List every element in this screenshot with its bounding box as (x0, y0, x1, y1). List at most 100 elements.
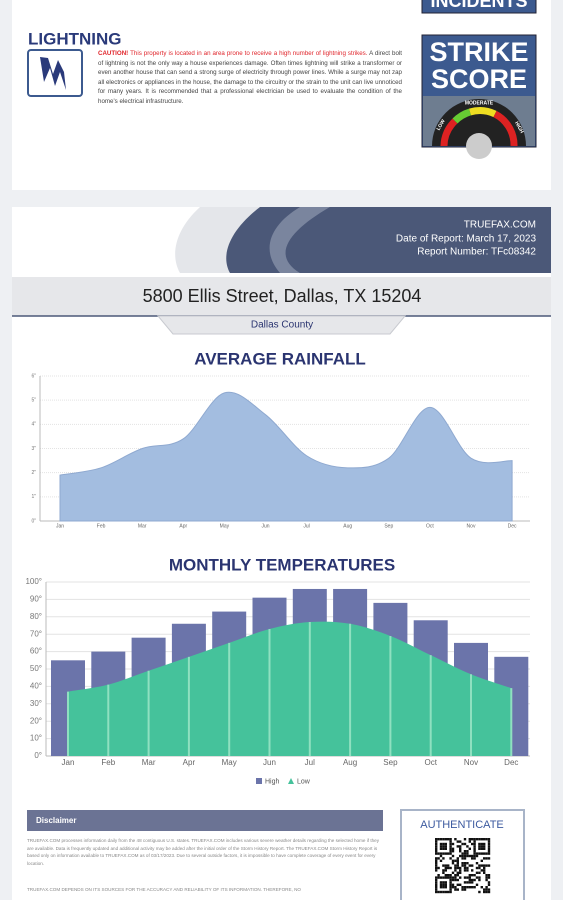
qr-cell (471, 874, 474, 877)
qr-cell (449, 852, 452, 855)
gauge-arc (493, 110, 518, 147)
qr-cell (435, 864, 438, 867)
qr-cell (463, 876, 467, 879)
x-tick-label: Feb (101, 758, 115, 767)
y-tick-label: 40° (30, 682, 42, 691)
qr-cell (435, 845, 438, 848)
incidents-heading: INCIDENTS (430, 0, 527, 11)
qr-cell (454, 874, 457, 877)
qr-cell (456, 866, 459, 870)
qr-cell (451, 842, 455, 846)
qr-cell (435, 888, 438, 891)
county-tab (156, 315, 407, 335)
badge-line2: SCORE (431, 64, 527, 94)
qr-cell (459, 850, 462, 853)
qr-cell (451, 886, 455, 889)
qr-cell (451, 847, 455, 850)
y-tick-label: 0° (34, 751, 42, 760)
address-bar (12, 277, 551, 316)
qr-cell (466, 869, 469, 872)
qr-cell (444, 842, 447, 846)
x-tick-label: Dec (504, 758, 518, 767)
qr-cell (471, 886, 474, 889)
qr-cell (459, 847, 462, 850)
qr-cell (456, 874, 459, 877)
y-tick-label: 0" (31, 518, 36, 524)
qr-cell (435, 866, 438, 870)
qr-cell (435, 881, 438, 884)
qr-cell (456, 840, 459, 843)
qr-cell (439, 842, 443, 846)
qr-cell (439, 852, 443, 855)
qr-cell (451, 876, 455, 879)
qr-cell (444, 876, 447, 879)
qr-cell (454, 869, 457, 872)
qr-cell (449, 890, 452, 894)
qr-cell (435, 878, 438, 882)
qr-cell (463, 881, 467, 884)
qr-cell (478, 876, 481, 879)
x-tick-label: Jan (56, 523, 64, 529)
qr-cell (487, 883, 491, 886)
qr-cell (447, 876, 450, 879)
qr-cell (437, 890, 440, 894)
qr-cell (487, 852, 491, 855)
qr-cell (487, 888, 491, 891)
qr-cell (449, 883, 452, 886)
disclaimer-text: TRUEFAX.COM DEPENDS ON ITS SOURCES FOR T… (27, 887, 301, 892)
qr-cell (487, 840, 491, 843)
qr-cell (487, 847, 491, 850)
qr-cell (442, 869, 445, 872)
qr-cell (466, 866, 469, 870)
qr-cell (439, 847, 443, 850)
x-tick-label: Oct (426, 523, 434, 529)
qr-cell (463, 888, 467, 891)
qr-cell (473, 878, 476, 882)
swoosh (230, 207, 330, 273)
qr-cell (463, 838, 467, 841)
qr-cell (435, 883, 438, 886)
qr-cell (444, 838, 447, 841)
qr-cell (485, 888, 488, 891)
qr-cell (435, 852, 438, 855)
qr-cell (439, 881, 443, 884)
qr-cell (483, 871, 486, 874)
qr-cell (451, 862, 455, 865)
incidents-badge (421, 0, 537, 14)
qr-cell (449, 840, 452, 843)
gauge-level: LOW (436, 118, 447, 131)
qr-cell (454, 888, 457, 891)
qr-cell (459, 876, 462, 879)
qr-cell (473, 840, 476, 843)
y-tick-label: 70° (30, 629, 42, 638)
qr-cell (485, 852, 488, 855)
qr-cell (435, 850, 438, 853)
qr-cell (473, 838, 476, 841)
qr-cell (463, 854, 467, 858)
qr-cell (435, 840, 438, 843)
qr-cell (451, 850, 455, 853)
qr-cell (480, 886, 483, 889)
qr-cell (483, 852, 486, 855)
bolt-icon (40, 57, 66, 90)
qr-cell (437, 852, 440, 855)
qr-cell (444, 847, 447, 850)
qr-cell (480, 838, 483, 841)
area (59, 391, 513, 522)
x-tick-label: Nov (467, 523, 476, 529)
qr-cell (480, 842, 483, 846)
qr-cell (480, 847, 483, 850)
qr-cell (478, 842, 481, 846)
x-tick-label: Dec (508, 523, 517, 529)
qr-cell (447, 890, 450, 894)
x-tick-label: Apr (179, 523, 187, 529)
qr-cell (449, 878, 452, 882)
qr-cell (483, 842, 486, 846)
qr-cell (463, 866, 467, 870)
qr-cell (483, 845, 486, 848)
lightning-body: A direct bolt of lightning is not the on… (98, 50, 402, 105)
qr-cell (480, 864, 483, 867)
qr-cell (487, 881, 491, 884)
gauge-arc (440, 118, 458, 147)
qr-cell (444, 883, 447, 886)
